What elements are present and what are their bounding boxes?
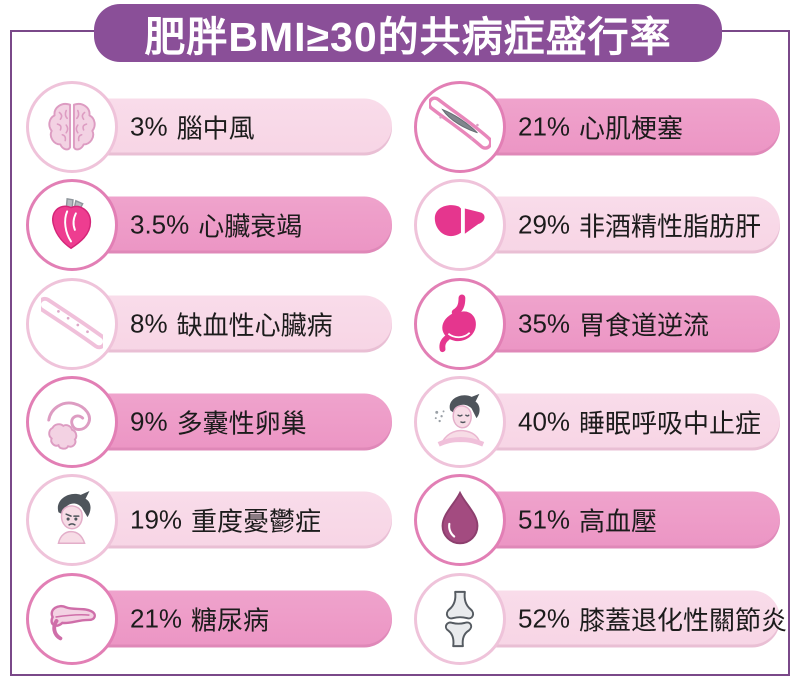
icon-circle	[414, 277, 506, 370]
prevalence-value: 21%	[130, 603, 183, 634]
icon-circle	[26, 376, 118, 469]
condition-label: 腦中風	[176, 113, 255, 144]
icon-circle	[26, 572, 118, 665]
pancreas-icon	[41, 588, 103, 650]
icon-circle	[414, 179, 506, 272]
prevalence-value: 19%	[130, 504, 183, 535]
artery-icon	[41, 293, 103, 355]
icon-circle	[26, 474, 118, 567]
blocked-artery-icon	[429, 96, 491, 158]
comorbidity-item: 51% 高血壓	[414, 471, 782, 569]
prevalence-bar: 21% 心肌梗塞	[460, 98, 780, 156]
icon-circle	[414, 81, 506, 174]
prevalence-bar: 19% 重度憂鬱症	[72, 491, 392, 549]
prevalence-bar: 35% 胃食道逆流	[460, 295, 780, 353]
condition-label: 膝蓋退化性關節炎	[579, 605, 788, 636]
comorbidity-item: 29% 非酒精性脂肪肝	[414, 176, 782, 274]
prevalence-value: 3.5%	[130, 209, 190, 240]
prevalence-value: 9%	[130, 406, 168, 437]
comorbidity-item: 19% 重度憂鬱症	[26, 471, 394, 569]
condition-label: 心臟衰竭	[198, 211, 303, 242]
condition-label: 多囊性卵巢	[176, 408, 307, 439]
prevalence-bar: 52% 膝蓋退化性關節炎	[460, 590, 787, 648]
items-grid: 3% 腦中風 21% 心肌梗塞 3.5% 心臟衰竭 29%	[26, 78, 787, 668]
comorbidity-item: 40% 睡眠呼吸中止症	[414, 373, 782, 471]
condition-label: 缺血性心臟病	[176, 310, 333, 341]
icon-circle	[414, 376, 506, 469]
prevalence-bar: 51% 高血壓	[460, 491, 780, 549]
prevalence-value: 3%	[130, 111, 168, 142]
condition-label: 胃食道逆流	[579, 310, 710, 341]
icon-circle	[26, 81, 118, 174]
comorbidity-item: 3.5% 心臟衰竭	[26, 176, 394, 274]
prevalence-value: 52%	[518, 603, 571, 634]
prevalence-value: 21%	[518, 111, 571, 142]
condition-label: 非酒精性脂肪肝	[579, 211, 762, 242]
condition-label: 睡眠呼吸中止症	[579, 408, 762, 439]
prevalence-bar: 3% 腦中風	[72, 98, 392, 156]
prevalence-value: 29%	[518, 209, 571, 240]
prevalence-bar: 3.5% 心臟衰竭	[72, 196, 392, 254]
icon-circle	[26, 277, 118, 370]
comorbidity-item: 9% 多囊性卵巢	[26, 373, 394, 471]
prevalence-value: 51%	[518, 504, 571, 535]
icon-circle	[26, 179, 118, 272]
comorbidity-item: 35% 胃食道逆流	[414, 275, 782, 373]
blood-drop-icon	[429, 489, 491, 551]
prevalence-bar: 29% 非酒精性脂肪肝	[460, 196, 780, 254]
prevalence-value: 40%	[518, 406, 571, 437]
condition-label: 心肌梗塞	[579, 113, 684, 144]
prevalence-value: 8%	[130, 308, 168, 339]
heart-icon	[41, 194, 103, 256]
condition-label: 糖尿病	[191, 605, 270, 636]
comorbidity-item: 21% 糖尿病	[26, 570, 394, 668]
comorbidity-item: 52% 膝蓋退化性關節炎	[414, 570, 787, 668]
prevalence-bar: 9% 多囊性卵巢	[72, 393, 392, 451]
condition-label: 重度憂鬱症	[191, 506, 322, 537]
condition-label: 高血壓	[579, 506, 658, 537]
comorbidity-item: 3% 腦中風	[26, 78, 394, 176]
comorbidity-item: 21% 心肌梗塞	[414, 78, 782, 176]
knee-joint-icon	[429, 588, 491, 650]
liver-icon	[429, 194, 491, 256]
prevalence-bar: 40% 睡眠呼吸中止症	[460, 393, 780, 451]
prevalence-value: 35%	[518, 308, 571, 339]
icon-circle	[414, 474, 506, 567]
prevalence-bar: 8% 缺血性心臟病	[72, 295, 392, 353]
prevalence-bar: 21% 糖尿病	[72, 590, 392, 648]
icon-circle	[414, 572, 506, 665]
depressed-person-icon	[41, 489, 103, 551]
sleep-apnea-icon	[429, 391, 491, 453]
brain-icon	[41, 96, 103, 158]
stomach-icon	[429, 293, 491, 355]
comorbidity-item: 8% 缺血性心臟病	[26, 275, 394, 373]
page-title: 肥胖BMI≥30的共病症盛行率	[94, 4, 722, 62]
ovary-icon	[41, 391, 103, 453]
